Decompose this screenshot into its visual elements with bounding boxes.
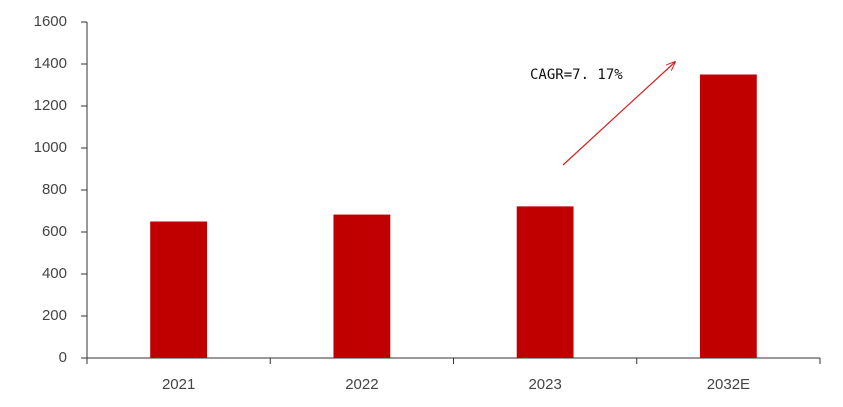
bar xyxy=(516,206,574,358)
y-tick-label: 1000 xyxy=(34,139,67,156)
y-tick-label: 800 xyxy=(42,181,67,198)
x-tick-label: 2021 xyxy=(162,376,195,393)
y-tick-label: 1400 xyxy=(34,55,67,72)
x-tick-label: 2022 xyxy=(345,376,378,393)
annotation: CAGR=7. 17% xyxy=(530,67,623,83)
x-tick-label: 2023 xyxy=(528,376,561,393)
y-tick-label: 600 xyxy=(42,223,67,240)
y-tick-label: 400 xyxy=(42,265,67,282)
y-tick-label: 1600 xyxy=(34,13,67,30)
arrow xyxy=(562,62,675,166)
y-tick-label: 0 xyxy=(59,349,67,366)
y-tick-label: 200 xyxy=(42,307,67,324)
x-tick-label: 2032E xyxy=(707,376,750,393)
bar xyxy=(699,74,757,358)
bar xyxy=(333,214,391,358)
y-tick-label: 1200 xyxy=(34,97,67,114)
bar xyxy=(150,221,208,358)
